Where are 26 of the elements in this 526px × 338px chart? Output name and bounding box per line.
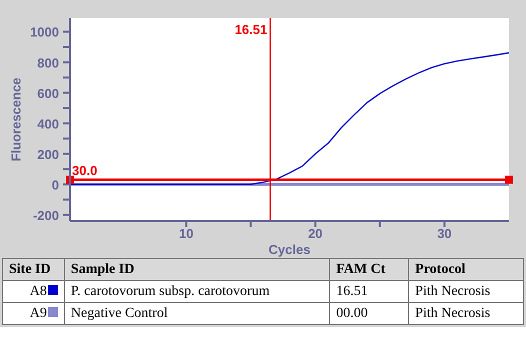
text: P. carotovorum subsp. carotovorum [64,280,330,302]
text: Pith Necrosis [408,302,524,324]
y-tick-label: 200 [37,146,59,162]
text: 16.51 [330,280,409,302]
ref-line-label: 30.0 [72,162,98,178]
y-tick-label: 600 [37,86,59,101]
text: 00.00 [330,302,409,324]
y-axis-title: Fluorescence [8,78,24,162]
y-tick-label: 0 [52,177,59,192]
ref-line-label: 16.51 [234,22,268,37]
y-tick-label: 800 [37,55,59,70]
text: Protocol [408,258,524,280]
x-tick-label: 30 [437,226,452,242]
y-tick-label: 400 [37,116,59,132]
x-tick-label: 20 [308,226,323,242]
x-tick-label: 10 [178,226,194,242]
legend-label: A8 [2,280,64,302]
y-tick-label: 1000 [30,24,59,40]
text: Pith Necrosis [408,280,524,302]
text: Site ID [2,258,64,280]
text: FAM Ct [330,258,409,280]
x-axis-title: Cycles [268,242,310,257]
text: Negative Control [64,302,330,324]
legend-label: A9 [2,302,64,324]
text: Sample ID [64,258,330,280]
y-tick-label: -200 [32,208,59,223]
